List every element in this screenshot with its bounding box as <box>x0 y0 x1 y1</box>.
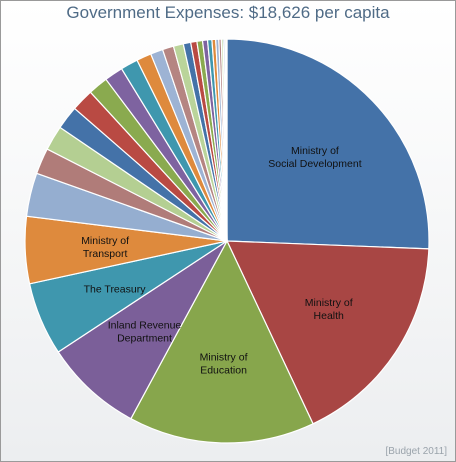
pie-slice <box>130 239 314 444</box>
pie-slice-label: Inland Revenue Department <box>108 319 182 344</box>
pie-slice <box>226 240 430 425</box>
pie-slice-label: Ministry of Social Development <box>268 145 361 170</box>
pie-slice-label: Ministry of Transport <box>81 235 129 260</box>
source-note: [Budget 2011] <box>385 446 447 457</box>
pie-slice <box>225 38 228 242</box>
pie-slice <box>226 38 430 250</box>
pie-slices <box>24 38 430 444</box>
pie-slice-label: The Treasury <box>84 283 147 295</box>
pie-slice-label: Ministry of Health <box>305 297 353 322</box>
pie-slice <box>57 240 228 420</box>
pie-slice-label: Ministry of Education <box>200 351 248 376</box>
pie-labels: Ministry of Social Development Ministry of… <box>81 145 361 377</box>
chart-title: Government Expenses: $18,626 per capita <box>66 3 390 22</box>
